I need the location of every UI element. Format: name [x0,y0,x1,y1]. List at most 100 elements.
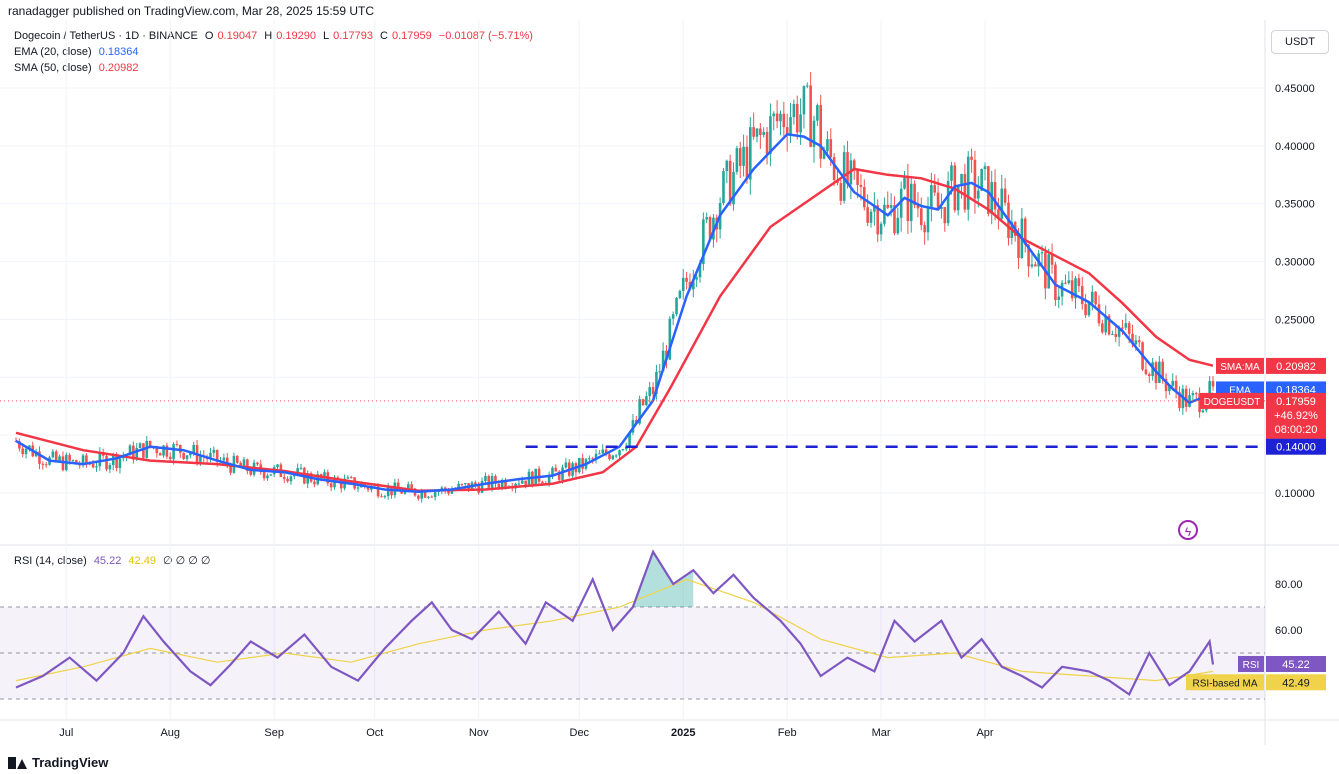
candle-body [936,192,940,210]
candle-body [728,160,732,205]
candle-body [118,458,122,469]
candle-body [755,128,759,137]
candle-body [433,492,437,497]
candle-body [681,277,685,291]
last-tag-bg [1266,392,1326,439]
x-tick-label: Jul [59,727,73,739]
candle-body [356,487,360,489]
candle-body [889,205,893,208]
candle-body [396,482,400,490]
candle-body [1027,244,1030,267]
candle-body [1164,379,1168,392]
candle-body [1147,374,1151,377]
candle-body [795,103,799,133]
candle-body [987,166,990,214]
candle-body [289,476,293,482]
candle-body [296,468,299,475]
rsi-tag-value: 45.22 [1282,659,1310,671]
sma-label: SMA (50, close) [14,62,92,74]
candle-body [41,463,45,465]
candle-body [742,146,745,166]
low-value: 0.17793 [333,30,373,42]
sma-tag-value: 0.20982 [1276,361,1316,373]
candle-body [638,399,641,424]
candle-body [1107,315,1111,335]
candle-body [192,444,196,454]
candle-body [641,399,645,406]
sma-value: 0.20982 [98,62,139,74]
rsi-line [15,549,1215,697]
candle-body [393,482,397,496]
sma-legend[interactable]: SMA (50, close) 0.20982 [14,62,142,74]
candle-body [162,445,165,456]
candle-body [1070,280,1074,299]
candle-body [963,173,967,210]
tradingview-brand[interactable]: TradingView [8,755,108,770]
candle-body [695,277,698,280]
candle-body [504,479,507,488]
candle-body [1040,252,1044,254]
candle-body [366,486,370,490]
candle-body [685,277,688,282]
y-tick-label: 0.35000 [1275,199,1315,211]
candle-body [735,148,739,172]
candle-body [561,467,564,480]
last-tag-countdown: 08:00:20 [1275,424,1318,436]
candle-body [557,471,561,480]
candle-body [282,476,286,479]
low-label: L [323,30,330,42]
candle-body [215,449,219,462]
candle-body [386,487,390,497]
candle-body [185,455,189,459]
support-tag-value: 0.14000 [1276,442,1316,454]
candle-body [594,453,598,460]
candle-body [189,453,192,456]
y-tick-label: 0.30000 [1275,257,1315,269]
candle-body [956,185,960,211]
candle-body [417,495,420,499]
candle-body [1080,286,1084,305]
candle-body [1188,395,1191,407]
candle-body [926,208,930,233]
candle-body [212,449,216,453]
candle-body [329,483,333,488]
candle-body [494,476,497,484]
ema-legend[interactable]: EMA (20, close) 0.18364 [14,46,142,58]
candle-body [792,103,796,118]
rsi-legend[interactable]: RSI (14, close) 45.22 42.49 ∅ ∅ ∅ ∅ [14,554,215,567]
symbol-name[interactable]: Dogecoin / TetherUS · 1D · BINANCE [14,30,198,42]
candle-body [128,445,132,456]
candle-body [601,449,605,454]
candle-body [564,462,568,468]
candle-body [1174,380,1178,393]
candle-body [135,448,139,460]
candle-body [1111,334,1114,336]
candle-body [789,117,792,136]
candle-body [1104,315,1108,333]
candle-body [822,151,826,159]
candle-body [427,496,430,498]
flash-icon[interactable]: ϟ [1178,520,1198,540]
candle-body [661,350,665,372]
currency-button[interactable]: USDT [1271,30,1329,54]
candle-body [873,205,876,212]
candle-body [430,496,434,498]
last-tag-label-bg [1200,392,1264,409]
candle-body [1121,327,1124,329]
candle-body [235,455,239,463]
rsi-ma-line [15,578,1214,682]
sma-tag-label: SMA:MA [1220,362,1260,373]
candle-body [222,457,226,461]
candle-body [916,204,920,209]
candle-body [782,113,786,128]
candle-body [1211,381,1215,387]
candle-body [460,483,464,485]
candle-body [722,171,725,204]
candle-body [349,477,353,479]
candle-body [537,468,541,482]
candle-body [950,165,953,181]
rsima-value: 42.49 [128,555,156,567]
candle-body [51,451,55,458]
candle-body [323,472,326,479]
